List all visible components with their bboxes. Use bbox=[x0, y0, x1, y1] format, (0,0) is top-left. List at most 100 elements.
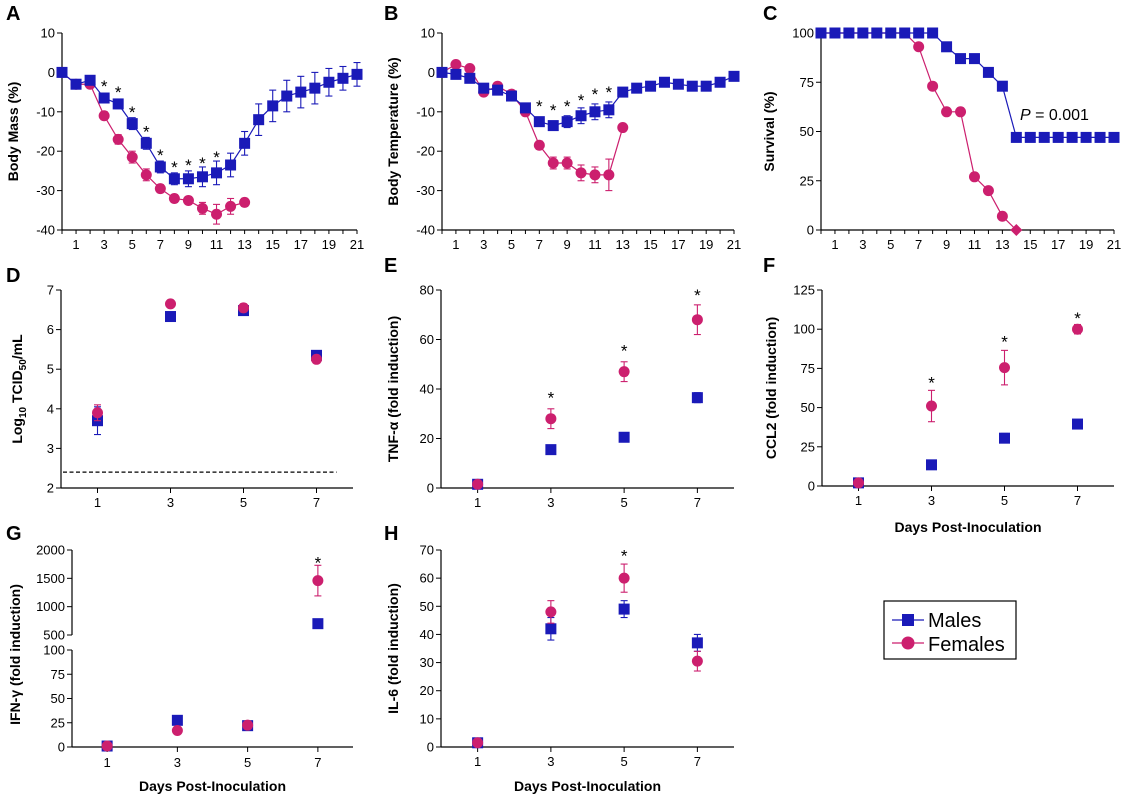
point-male-marker bbox=[464, 72, 476, 84]
x-tick-label: 1 bbox=[474, 754, 481, 769]
x-tick-label: 9 bbox=[185, 237, 192, 252]
point-male-marker bbox=[996, 80, 1008, 92]
point-male-marker bbox=[196, 171, 208, 183]
y-tick-label: 50 bbox=[420, 599, 434, 614]
x-tick-label: 7 bbox=[314, 755, 321, 770]
point-male-marker bbox=[168, 173, 180, 185]
x-tick-label: 3 bbox=[480, 237, 487, 252]
x-tick-label: 3 bbox=[547, 754, 554, 769]
y-tick-label: 2 bbox=[47, 481, 54, 496]
x-tick-label: 19 bbox=[1079, 237, 1093, 252]
point-female-marker bbox=[472, 737, 484, 749]
point-male-marker bbox=[618, 603, 630, 615]
x-tick-label: 7 bbox=[313, 495, 320, 510]
y-tick-label: 50 bbox=[801, 400, 815, 415]
point-male-marker bbox=[112, 98, 124, 110]
y-tick-label: 0 bbox=[427, 481, 434, 496]
point-female-marker bbox=[126, 151, 138, 163]
y-tick-label: 60 bbox=[420, 571, 434, 586]
point-female-marker bbox=[618, 366, 630, 378]
point-female-marker bbox=[691, 655, 703, 667]
point-male-marker bbox=[295, 86, 307, 98]
y-tick-label: 60 bbox=[420, 332, 434, 347]
point-male-marker bbox=[171, 714, 183, 726]
point-female-marker bbox=[238, 302, 249, 314]
point-male-marker bbox=[253, 114, 265, 126]
point-male-marker bbox=[955, 53, 967, 65]
x-tick-label: 5 bbox=[129, 237, 136, 252]
point-male-marker bbox=[98, 92, 110, 104]
point-male-marker bbox=[1066, 131, 1078, 143]
significance-star: * bbox=[621, 547, 628, 566]
legend-males-label: Males bbox=[928, 610, 981, 632]
point-female-marker bbox=[92, 407, 103, 419]
point-male-marker bbox=[126, 118, 138, 130]
x-tick-label: 7 bbox=[915, 237, 922, 252]
y-tick-label: 5 bbox=[47, 362, 54, 377]
point-female-marker bbox=[589, 169, 601, 181]
x-tick-label: 15 bbox=[265, 237, 279, 252]
point-male-marker bbox=[165, 311, 176, 323]
point-female-marker bbox=[545, 413, 557, 425]
panel-label: G bbox=[6, 523, 22, 545]
point-female-marker bbox=[561, 157, 573, 169]
y-tick-label: 3 bbox=[47, 441, 54, 456]
x-tick-label: 11 bbox=[210, 237, 224, 252]
x-tick-label: 3 bbox=[859, 237, 866, 252]
point-male-marker bbox=[645, 80, 657, 92]
x-tick-label: 21 bbox=[1107, 237, 1121, 252]
point-male-marker bbox=[999, 432, 1010, 444]
x-tick-label: 13 bbox=[616, 237, 630, 252]
point-female-marker bbox=[464, 62, 476, 74]
point-male-marker bbox=[658, 76, 670, 88]
point-male-marker bbox=[691, 392, 703, 404]
point-male-marker bbox=[478, 82, 490, 94]
point-female-marker bbox=[98, 110, 110, 122]
significance-star: * bbox=[213, 148, 220, 167]
x-tick-label: 1 bbox=[855, 493, 862, 508]
point-female-marker bbox=[955, 106, 967, 118]
point-male-marker bbox=[337, 72, 349, 84]
point-female-marker bbox=[691, 314, 703, 326]
point-female-marker bbox=[171, 725, 183, 737]
y-axis-label: TNF-α (fold induction) bbox=[385, 316, 401, 462]
point-male-marker bbox=[603, 104, 615, 116]
x-tick-label: 3 bbox=[547, 495, 554, 510]
point-male-marker bbox=[700, 80, 712, 92]
y-tick-label: 10 bbox=[421, 26, 435, 41]
x-tick-label: 1 bbox=[831, 237, 838, 252]
point-male-marker bbox=[312, 618, 324, 630]
x-tick-label: 17 bbox=[671, 237, 685, 252]
legend-males-marker bbox=[902, 614, 914, 626]
y-tick-label: 70 bbox=[420, 543, 434, 558]
y-tick-label: 2000 bbox=[36, 543, 65, 558]
x-tick-label: 9 bbox=[943, 237, 950, 252]
point-male-marker bbox=[561, 116, 573, 128]
y-tick-label: 30 bbox=[420, 655, 434, 670]
point-male-marker bbox=[545, 444, 557, 456]
point-male-marker bbox=[672, 78, 684, 90]
y-tick-label: -20 bbox=[36, 144, 55, 159]
y-tick-label: 125 bbox=[793, 283, 815, 298]
point-female-marker bbox=[575, 167, 587, 179]
point-male-marker bbox=[927, 27, 939, 39]
point-male-marker bbox=[1052, 131, 1064, 143]
x-tick-label: 5 bbox=[508, 237, 515, 252]
point-male-marker bbox=[436, 66, 448, 78]
y-tick-label: 20 bbox=[420, 683, 434, 698]
point-male-marker bbox=[885, 27, 897, 39]
point-male-marker bbox=[323, 76, 335, 88]
x-tick-label: 3 bbox=[101, 237, 108, 252]
point-female-marker bbox=[913, 41, 925, 53]
series-line-females bbox=[821, 32, 1017, 231]
significance-star: * bbox=[621, 342, 628, 361]
point-male-marker bbox=[70, 78, 82, 90]
point-female-marker bbox=[168, 192, 180, 204]
significance-star: * bbox=[115, 83, 122, 102]
significance-star: * bbox=[157, 146, 164, 165]
y-tick-label: 20 bbox=[420, 431, 434, 446]
point-female-marker bbox=[472, 478, 484, 490]
point-female-marker bbox=[926, 400, 937, 412]
y-tick-label: -20 bbox=[416, 144, 435, 159]
